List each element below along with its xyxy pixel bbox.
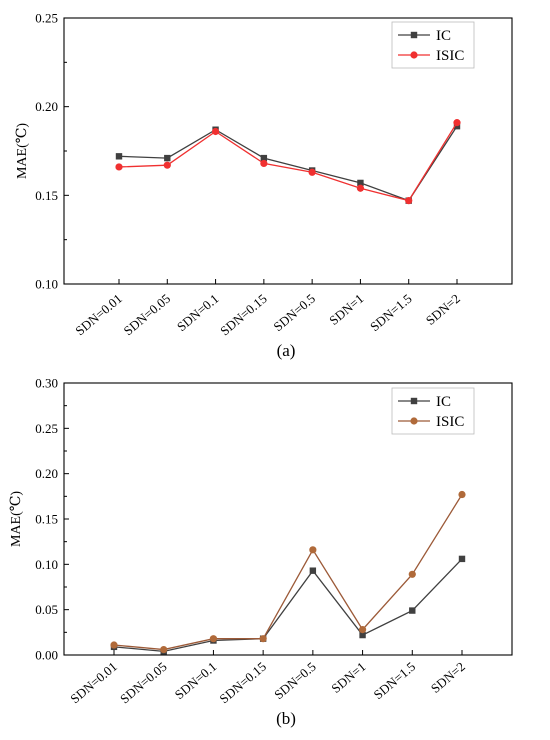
legend-label: ISIC bbox=[436, 48, 464, 64]
series-line bbox=[113, 494, 463, 651]
y-tick-label: 0.15 bbox=[35, 188, 58, 203]
legend-label: ISIC bbox=[436, 414, 464, 430]
legend-marker bbox=[410, 31, 418, 39]
data-point bbox=[408, 570, 416, 578]
data-point bbox=[260, 154, 268, 162]
data-point bbox=[359, 631, 366, 639]
series-line bbox=[118, 122, 458, 202]
x-tick-label: SDN=0.15 bbox=[217, 291, 270, 339]
y-tick-label: 0.25 bbox=[35, 421, 58, 436]
data-point bbox=[259, 635, 267, 643]
data-point bbox=[356, 184, 365, 192]
series-ic bbox=[110, 555, 466, 655]
x-tick-label: SDN=2 bbox=[428, 659, 468, 696]
data-point bbox=[309, 567, 317, 574]
legend-label: IC bbox=[436, 28, 451, 44]
data-point bbox=[358, 626, 367, 634]
x-tick-label: SDN=0.5 bbox=[271, 659, 319, 702]
y-tick-label: 0.00 bbox=[35, 648, 58, 663]
legend-marker bbox=[410, 417, 418, 425]
data-point bbox=[163, 161, 171, 169]
x-tick-label: SDN=0.5 bbox=[270, 291, 318, 334]
chart-caption: (b) bbox=[276, 709, 296, 728]
x-tick-label: SDN=0.15 bbox=[216, 659, 269, 707]
x-tick-label: SDN=0.01 bbox=[67, 659, 120, 707]
legend: IC ISIC bbox=[391, 387, 475, 435]
data-point bbox=[209, 635, 218, 643]
x-tick-label: SDN=0.1 bbox=[174, 291, 222, 334]
data-point bbox=[164, 154, 171, 162]
data-point bbox=[458, 555, 466, 563]
data-point bbox=[453, 119, 461, 127]
data-point bbox=[409, 607, 416, 614]
legend: IC ISIC bbox=[391, 21, 475, 69]
data-point bbox=[405, 197, 413, 205]
x-tick-label: SDN=1 bbox=[326, 291, 366, 328]
legend-marker bbox=[410, 397, 418, 405]
data-point bbox=[260, 159, 268, 168]
x-tick-label: SDN=0.05 bbox=[121, 291, 174, 339]
legend-marker bbox=[410, 51, 418, 59]
y-tick-label: 0.10 bbox=[35, 557, 58, 572]
data-point bbox=[357, 179, 364, 187]
data-point bbox=[308, 168, 316, 176]
x-tick-label: SDN=0.1 bbox=[172, 659, 220, 702]
y-tick-label: 0.20 bbox=[35, 466, 58, 481]
chart-caption: (a) bbox=[277, 341, 296, 360]
y-tick-label: 0.10 bbox=[35, 277, 58, 292]
x-tick-label: SDN=0.05 bbox=[117, 659, 170, 707]
chart-b: 0.00 0.05 0.10 0.15 0.20 0.25 0.30 MAE(℃) SDN=0.… bbox=[9, 376, 513, 728]
legend-box bbox=[391, 387, 475, 435]
x-tick-label: SDN=2 bbox=[423, 291, 463, 328]
data-point bbox=[110, 641, 118, 649]
series-line bbox=[118, 125, 458, 202]
y-tick-label: 0.05 bbox=[35, 602, 58, 617]
data-point bbox=[309, 546, 317, 554]
data-point bbox=[115, 153, 123, 160]
x-tick-label: SDN=1.5 bbox=[371, 659, 419, 702]
y-axis-label: MAE(℃) bbox=[15, 123, 30, 179]
series-line bbox=[113, 558, 463, 653]
x-tick-label: SDN=1.5 bbox=[367, 291, 415, 334]
legend-label: IC bbox=[436, 394, 451, 410]
y-tick-label: 0.15 bbox=[35, 512, 58, 527]
legend-box bbox=[391, 21, 475, 69]
data-point bbox=[115, 163, 123, 171]
data-point bbox=[458, 490, 466, 499]
series-isic bbox=[115, 119, 461, 205]
y-tick-label: 0.30 bbox=[35, 376, 58, 391]
data-point bbox=[160, 645, 168, 654]
y-tick-label: 0.25 bbox=[35, 11, 58, 26]
series-isic bbox=[110, 490, 466, 654]
x-tick-label: SDN=0.01 bbox=[72, 291, 125, 339]
data-point bbox=[211, 127, 220, 136]
y-tick-label: 0.20 bbox=[35, 99, 58, 114]
x-tick-label: SDN=1 bbox=[328, 659, 368, 696]
y-axis-label: MAE(℃) bbox=[9, 491, 24, 547]
